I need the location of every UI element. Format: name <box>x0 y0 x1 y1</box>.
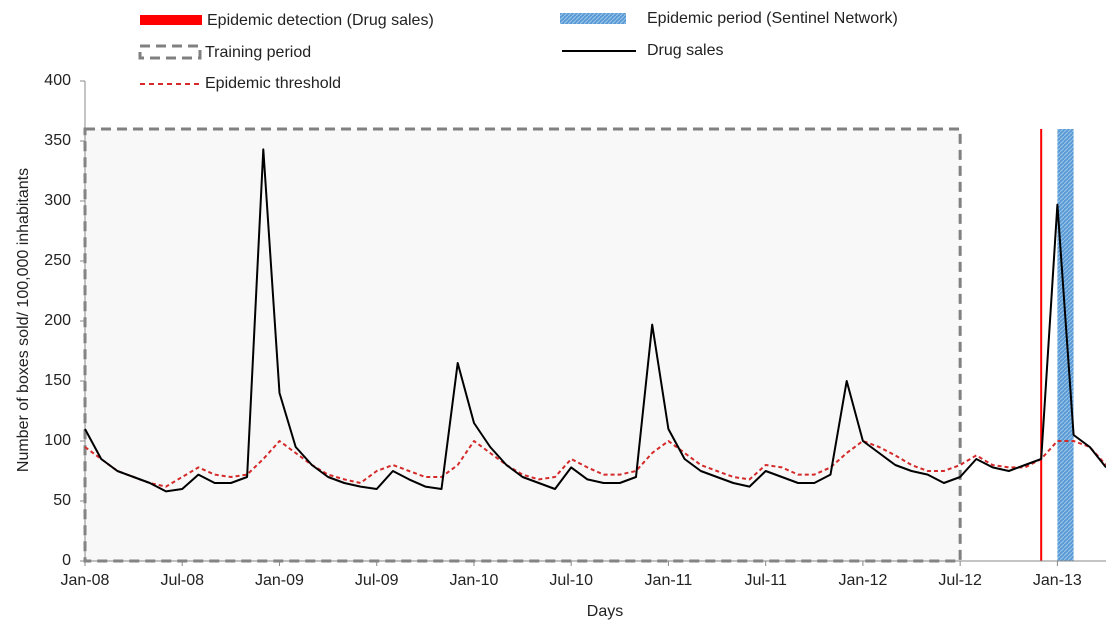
training-period <box>83 127 962 563</box>
y-tick-label: 100 <box>44 432 71 449</box>
y-tick-label: 150 <box>44 372 71 389</box>
y-tick-label: 300 <box>44 192 71 209</box>
y-tick-label: 250 <box>44 252 71 269</box>
y-axis-label: Number of boxes sold/ 100,000 inhabitant… <box>15 168 32 472</box>
y-tick-label: 50 <box>53 492 71 509</box>
legend-icon <box>560 13 626 24</box>
series-line <box>84 148 1106 493</box>
legend-label: Training period <box>205 44 311 61</box>
epidemic-period <box>1057 129 1074 561</box>
x-tick-label: Jul-12 <box>938 572 982 589</box>
x-tick-label: Jan-11 <box>645 572 693 589</box>
x-tick-label: Jan-13 <box>1033 572 1082 589</box>
series-line <box>84 440 1106 488</box>
x-tick-label: Jul-10 <box>549 572 593 589</box>
x-tick-label: Jul-08 <box>160 572 204 589</box>
x-axis-label: Days <box>587 603 623 620</box>
y-tick-label: 0 <box>62 552 71 569</box>
x-tick-label: Jul-09 <box>355 572 399 589</box>
legend-icon <box>140 15 202 25</box>
y-tick-label: 400 <box>44 72 71 89</box>
x-tick-label: Jan-09 <box>255 572 304 589</box>
legend-label: Epidemic threshold <box>205 75 341 92</box>
y-tick-label: 200 <box>44 312 71 329</box>
legend-label: Drug sales <box>647 42 723 59</box>
x-tick-label: Jan-10 <box>449 572 498 589</box>
legend-label: Epidemic detection (Drug sales) <box>207 12 434 29</box>
legend-label: Epidemic period (Sentinel Network) <box>647 10 898 27</box>
x-tick-label: Jul-11 <box>744 572 786 589</box>
x-tick-label: Jan-12 <box>838 572 887 589</box>
x-tick-label: Jan-08 <box>61 572 110 589</box>
y-tick-label: 350 <box>44 132 71 149</box>
legend-icon <box>138 44 202 60</box>
